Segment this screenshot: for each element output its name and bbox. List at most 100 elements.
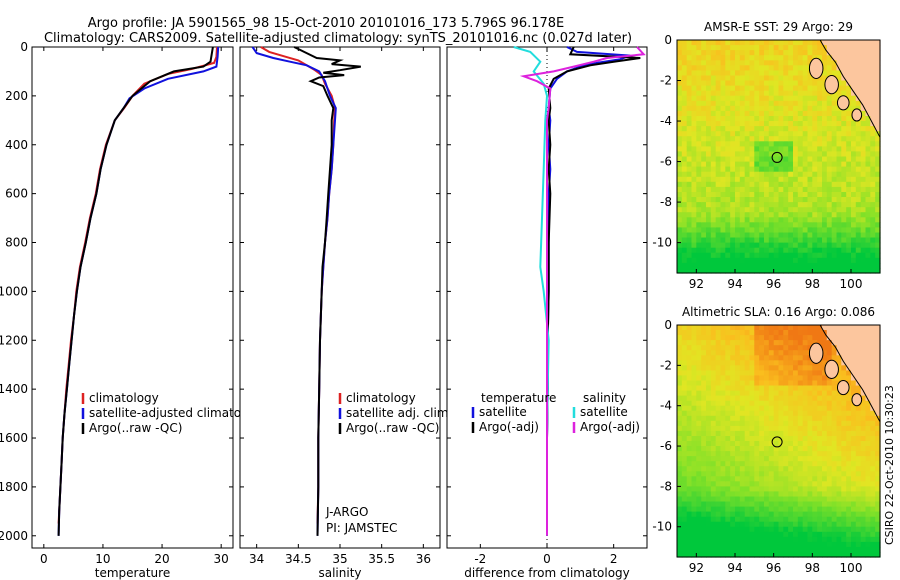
sla-map-cell <box>802 526 809 533</box>
sla-map-cell <box>846 430 852 437</box>
sla-map-cell <box>870 496 876 503</box>
sla-map-cell <box>681 436 688 442</box>
sla-map-cell <box>822 456 828 462</box>
sst-map-cell <box>778 100 784 107</box>
sla-map-cell <box>681 345 688 351</box>
sla-map-cell <box>681 335 688 341</box>
sla-map-cell <box>730 365 736 371</box>
sst-map-cell <box>739 126 746 132</box>
sst-map-cell <box>831 40 838 46</box>
sst-map-cell <box>696 237 702 244</box>
sla-map-cell <box>778 380 784 387</box>
sst-map-cell <box>715 90 722 97</box>
sst-map-cell <box>764 257 770 264</box>
sst-map-cell <box>744 227 751 234</box>
sla-map-cell <box>778 340 784 346</box>
sla-map-cell <box>783 420 789 427</box>
sla-map-cell <box>696 541 702 548</box>
sst-map-cell <box>739 55 746 61</box>
sla-map-cell <box>817 476 823 482</box>
sla-map-cell <box>754 471 760 477</box>
sla-map-cell <box>677 451 683 457</box>
sla-map-cell <box>768 420 775 427</box>
sst-map-cell <box>691 95 697 102</box>
sla-map-cell <box>812 436 818 442</box>
sst-map-cell <box>764 181 770 188</box>
sla-map-cell <box>686 511 693 518</box>
sla-map-cell <box>696 370 702 376</box>
sla-map-title: Altimetric SLA: 0.16 Argo: 0.086 <box>682 305 875 319</box>
sla-map-cell <box>851 486 857 492</box>
sst-map-cell <box>831 161 838 168</box>
sla-map-cell <box>715 446 722 452</box>
sla-map-cell <box>720 516 726 523</box>
sst-map-cell <box>875 181 881 188</box>
sst-map-cell <box>691 121 697 127</box>
sla-map-cell <box>783 541 789 548</box>
sst-map-cell <box>735 217 741 223</box>
sst-map-cell <box>725 75 731 82</box>
sst-map-cell <box>826 105 833 112</box>
sst-map-cell <box>822 151 828 158</box>
sla-map-cell <box>875 375 881 381</box>
sla-map-cell <box>701 430 707 437</box>
sst-map-cell <box>817 252 823 259</box>
sla-map-cell <box>836 325 842 331</box>
sla-map-cell <box>865 486 871 492</box>
sst-map-cell <box>768 141 775 147</box>
sst-map-cell <box>875 237 881 244</box>
sla-map-cell <box>797 511 804 518</box>
sla-map-cell <box>788 380 794 387</box>
temperature-legend-label: satellite-adjusted climatology <box>89 406 267 420</box>
sla-map-cell <box>807 405 813 412</box>
sla-map-cell <box>686 446 693 452</box>
sla-map-cell <box>802 365 809 371</box>
sst-map-cell <box>875 242 881 249</box>
sst-map-cell <box>841 60 847 66</box>
sla-map-cell <box>778 350 784 356</box>
sst-map-cell <box>773 110 780 117</box>
sst-map-cell <box>836 171 842 178</box>
sst-map-cell <box>822 252 828 259</box>
sst-map-cell <box>870 55 876 61</box>
sla-map-cell <box>706 420 712 427</box>
sla-map-cell <box>836 441 842 447</box>
sla-map-cell <box>875 491 881 497</box>
sla-map-cell <box>706 552 712 558</box>
sst-map-cell <box>822 227 828 234</box>
sst-map-cell <box>710 232 717 239</box>
sla-map-cell <box>875 410 881 417</box>
sla-map-cell <box>841 506 847 513</box>
sst-map-cell <box>797 227 804 234</box>
sst-map-cell <box>831 156 838 163</box>
sla-map-cell <box>677 491 683 497</box>
sla-map-island <box>808 342 824 364</box>
temperature-legend-label: climatology <box>89 391 159 405</box>
sla-map-cell <box>817 496 823 503</box>
sla-map-cell <box>701 420 707 427</box>
sla-map-cell <box>696 506 702 513</box>
sla-map-cell <box>788 501 794 508</box>
sst-map-cell <box>681 55 688 61</box>
sla-map-cell <box>826 330 833 336</box>
sst-map-cell <box>836 45 842 51</box>
sst-map-cell <box>730 65 736 71</box>
sst-map-cell <box>870 267 876 274</box>
sst-map-cell <box>691 197 697 203</box>
sla-map-cell <box>677 486 683 492</box>
sla-map-cell <box>706 425 712 432</box>
sla-map-cell <box>851 405 857 412</box>
sst-map-cell <box>778 202 784 208</box>
sst-map-cell <box>759 60 765 66</box>
sla-map-cell <box>870 486 876 492</box>
sla-map-cell <box>783 531 789 538</box>
sla-map-cell <box>725 420 731 427</box>
sla-map-cell <box>691 476 697 482</box>
sla-map-cell <box>686 451 693 457</box>
sst-map-cell <box>715 80 722 87</box>
sla-map-cell <box>788 360 794 366</box>
sst-map-cell <box>797 212 804 218</box>
sla-map-cell <box>691 526 697 533</box>
sla-map-cell <box>846 466 852 472</box>
sst-map-cell <box>730 121 736 127</box>
